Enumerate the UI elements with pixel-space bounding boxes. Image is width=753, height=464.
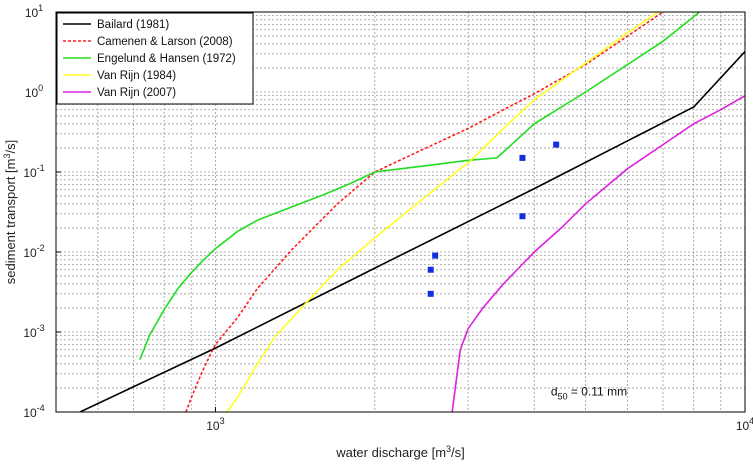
tick-labels: 103 104 10-4 10-3 10-2 10-1 100 101 <box>23 3 753 433</box>
y-tick-label: 100 <box>25 83 43 100</box>
series-line-0 <box>79 51 745 412</box>
observation-point <box>427 290 434 297</box>
series-line-2 <box>139 12 700 360</box>
x-tick-label: 104 <box>736 416 753 433</box>
legend-label: Bailard (1981) <box>97 19 169 31</box>
series-line-1 <box>185 12 664 412</box>
legend-label: Van Rijn (1984) <box>97 70 176 82</box>
series-layer <box>79 12 745 412</box>
legend-label: Camenen & Larson (2008) <box>97 36 233 48</box>
y-tick-label: 10-3 <box>23 323 44 340</box>
observation-point <box>519 154 526 161</box>
legend-label: Engelund & Hansen (1972) <box>97 53 236 65</box>
legend: Bailard (1981) Camenen & Larson (2008) Eng… <box>56 12 254 105</box>
d50-annotation: d50 = 0.11 mm <box>551 385 627 402</box>
x-axis-label: water discharge [m3/s] <box>335 444 465 460</box>
y-tick-label: 10-1 <box>23 163 44 180</box>
series-line-4 <box>451 95 745 412</box>
plot-frame <box>55 11 746 413</box>
observation-point <box>432 252 439 259</box>
y-axis-label: sediment transport [m3/s] <box>2 140 18 284</box>
y-tick-label: 101 <box>25 3 43 20</box>
series-line-3 <box>225 12 660 412</box>
observation-point <box>553 141 560 148</box>
observation-points <box>427 141 560 297</box>
observation-point <box>427 266 434 273</box>
x-tick-label: 103 <box>206 416 224 433</box>
y-tick-label: 10-4 <box>23 403 44 420</box>
legend-label: Van Rijn (2007) <box>97 87 176 99</box>
observation-point <box>519 213 526 220</box>
y-tick-label: 10-2 <box>23 243 44 260</box>
